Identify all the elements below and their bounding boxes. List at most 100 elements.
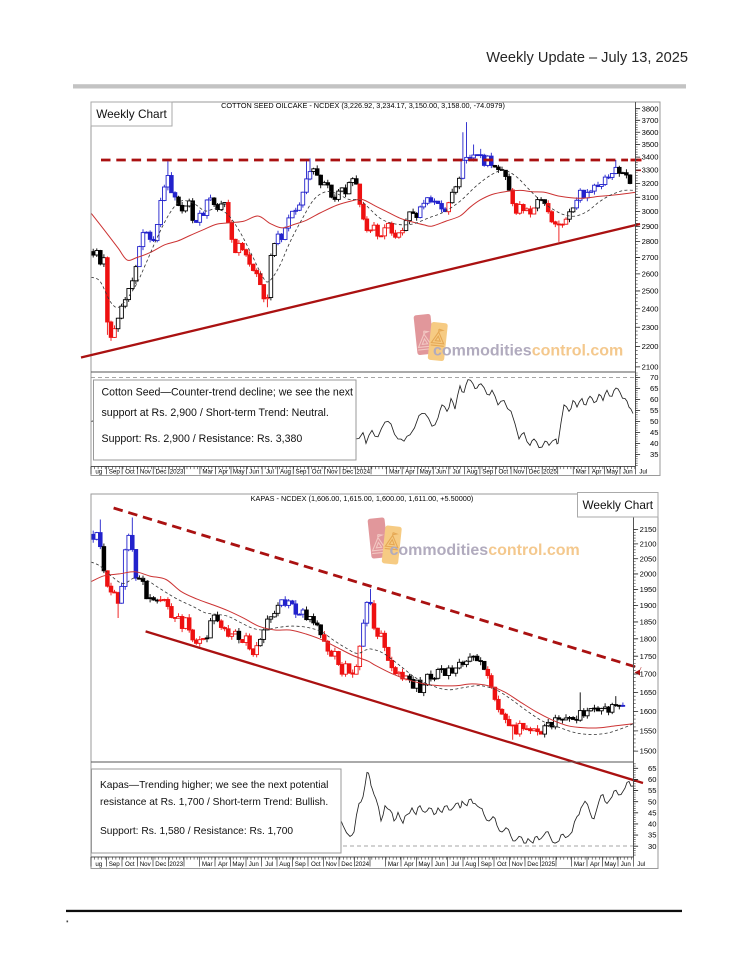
svg-text:2800: 2800 bbox=[642, 237, 659, 246]
svg-text:3600: 3600 bbox=[642, 128, 659, 137]
svg-text:May: May bbox=[232, 861, 245, 868]
svg-text:Jun: Jun bbox=[621, 861, 632, 868]
svg-text:3700: 3700 bbox=[642, 116, 659, 125]
svg-text:1500: 1500 bbox=[640, 747, 657, 756]
svg-text:65: 65 bbox=[650, 384, 658, 393]
svg-text:3800: 3800 bbox=[642, 104, 659, 113]
svg-text:May: May bbox=[418, 861, 431, 868]
svg-text:Jun: Jun bbox=[436, 469, 447, 476]
svg-text:Nov: Nov bbox=[140, 469, 152, 476]
svg-text:Oct: Oct bbox=[125, 469, 135, 476]
svg-text:55: 55 bbox=[650, 406, 658, 415]
svg-text:Oct: Oct bbox=[497, 861, 507, 868]
svg-text:Oct: Oct bbox=[125, 861, 135, 868]
svg-text:Mar: Mar bbox=[202, 469, 213, 476]
svg-text:Jun: Jun bbox=[249, 861, 260, 868]
svg-text:2900: 2900 bbox=[642, 222, 659, 231]
svg-text:50: 50 bbox=[650, 417, 658, 426]
svg-text:Aug: Aug bbox=[467, 469, 479, 476]
svg-text:3000: 3000 bbox=[642, 207, 659, 216]
svg-text:Jun: Jun bbox=[435, 861, 446, 868]
svg-text:50: 50 bbox=[648, 797, 656, 806]
svg-text:40: 40 bbox=[648, 820, 656, 829]
svg-text:Weekly Chart: Weekly Chart bbox=[96, 107, 167, 121]
svg-text:1950: 1950 bbox=[640, 585, 657, 594]
svg-text:ug: ug bbox=[95, 861, 102, 868]
svg-text:Jun: Jun bbox=[623, 469, 634, 476]
svg-text:Apr: Apr bbox=[218, 469, 228, 476]
svg-text:Cotton Seed—Counter-trend decl: Cotton Seed—Counter-trend decline; we se… bbox=[102, 387, 354, 399]
svg-text:Dec: Dec bbox=[342, 469, 353, 476]
svg-text:Sep: Sep bbox=[295, 861, 307, 868]
svg-text:resistance at Rs. 1,700 / Shor: resistance at Rs. 1,700 / Short-term Tre… bbox=[100, 797, 328, 808]
svg-text:2023: 2023 bbox=[170, 469, 184, 476]
svg-text:2000: 2000 bbox=[640, 570, 657, 579]
svg-text:2700: 2700 bbox=[642, 253, 659, 262]
svg-text:May: May bbox=[420, 469, 433, 476]
svg-text:65: 65 bbox=[648, 764, 656, 773]
svg-text:Dec: Dec bbox=[155, 861, 166, 868]
svg-text:1750: 1750 bbox=[640, 652, 657, 661]
svg-text:Nov: Nov bbox=[512, 861, 524, 868]
svg-text:Sep: Sep bbox=[482, 469, 494, 476]
svg-text:KAPAS - NCDEX (1,606.00, 1,615: KAPAS - NCDEX (1,606.00, 1,615.00, 1,600… bbox=[251, 494, 474, 503]
svg-text:May: May bbox=[233, 469, 246, 476]
svg-text:Aug: Aug bbox=[279, 861, 291, 868]
svg-text:1600: 1600 bbox=[640, 707, 657, 716]
svg-text:45: 45 bbox=[650, 428, 658, 437]
svg-text:Sep: Sep bbox=[109, 469, 121, 476]
svg-text:1850: 1850 bbox=[640, 618, 657, 627]
svg-text:40: 40 bbox=[650, 439, 658, 448]
svg-text:Apr: Apr bbox=[405, 469, 415, 476]
svg-text:2100: 2100 bbox=[640, 539, 657, 548]
svg-text:Mar: Mar bbox=[576, 469, 587, 476]
svg-text:Jul: Jul bbox=[637, 861, 645, 868]
svg-text:Oct: Oct bbox=[312, 469, 322, 476]
svg-text:Jul: Jul bbox=[265, 861, 273, 868]
svg-text:Weekly Chart: Weekly Chart bbox=[583, 498, 654, 512]
svg-text:2600: 2600 bbox=[642, 269, 659, 278]
svg-text:May: May bbox=[606, 469, 619, 476]
svg-text:2024: 2024 bbox=[356, 469, 370, 476]
svg-text:60: 60 bbox=[648, 775, 656, 784]
svg-text:Apr: Apr bbox=[218, 861, 228, 868]
svg-text:Apr: Apr bbox=[592, 469, 602, 476]
svg-text:commoditiescontrol.com: commoditiescontrol.com bbox=[390, 542, 580, 559]
svg-text:Aug: Aug bbox=[280, 469, 292, 476]
svg-text:2100: 2100 bbox=[642, 362, 659, 371]
svg-text:2400: 2400 bbox=[642, 304, 659, 313]
svg-text:May: May bbox=[604, 861, 617, 868]
svg-text:3300: 3300 bbox=[642, 166, 659, 175]
svg-text:Apr: Apr bbox=[590, 861, 600, 868]
svg-text:Mar: Mar bbox=[388, 861, 399, 868]
svg-text:commoditiescontrol.com: commoditiescontrol.com bbox=[433, 343, 623, 360]
svg-text:Weekly Update – July 13, 2025: Weekly Update – July 13, 2025 bbox=[486, 50, 688, 66]
svg-text:Nov: Nov bbox=[326, 861, 338, 868]
svg-text:Oct: Oct bbox=[311, 861, 321, 868]
svg-text:1550: 1550 bbox=[640, 727, 657, 736]
svg-text:support at Rs. 2,900 / Short-t: support at Rs. 2,900 / Short-term Trend:… bbox=[102, 407, 329, 419]
svg-text:3100: 3100 bbox=[642, 193, 659, 202]
svg-text:35: 35 bbox=[648, 831, 656, 840]
svg-text:3500: 3500 bbox=[642, 140, 659, 149]
svg-text:Nov: Nov bbox=[513, 469, 525, 476]
svg-text:2025: 2025 bbox=[543, 469, 557, 476]
svg-text:Jul: Jul bbox=[453, 469, 461, 476]
svg-text:3400: 3400 bbox=[642, 153, 659, 162]
svg-text:Mar: Mar bbox=[202, 861, 213, 868]
svg-text:2023: 2023 bbox=[169, 861, 183, 868]
svg-text:Jun: Jun bbox=[249, 469, 260, 476]
svg-text:Aug: Aug bbox=[465, 861, 477, 868]
svg-text:Jul: Jul bbox=[639, 469, 647, 476]
svg-text:Sep: Sep bbox=[481, 861, 493, 868]
svg-text:Support: Rs. 1,580 / Resistanc: Support: Rs. 1,580 / Resistance: Rs. 1,7… bbox=[100, 826, 293, 837]
svg-text:1650: 1650 bbox=[640, 688, 657, 697]
svg-text:Dec: Dec bbox=[341, 861, 352, 868]
svg-text:Dec: Dec bbox=[527, 861, 538, 868]
svg-text:ug: ug bbox=[95, 469, 102, 476]
svg-text:Kapas—Trending higher; we see: Kapas—Trending higher; we see the next p… bbox=[100, 780, 328, 791]
svg-text:Dec: Dec bbox=[529, 469, 540, 476]
svg-text:30: 30 bbox=[648, 842, 656, 851]
svg-text:Mar: Mar bbox=[389, 469, 400, 476]
svg-text:2300: 2300 bbox=[642, 323, 659, 332]
